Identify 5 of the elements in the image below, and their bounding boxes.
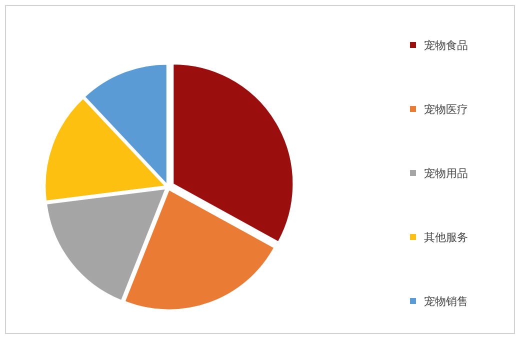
legend-label: 其他服务 bbox=[424, 231, 468, 244]
legend-label: 宠物销售 bbox=[424, 295, 468, 308]
legend-label: 宠物医疗 bbox=[424, 103, 468, 116]
legend-label: 宠物用品 bbox=[424, 167, 468, 180]
legend-label: 宠物食品 bbox=[424, 39, 468, 52]
